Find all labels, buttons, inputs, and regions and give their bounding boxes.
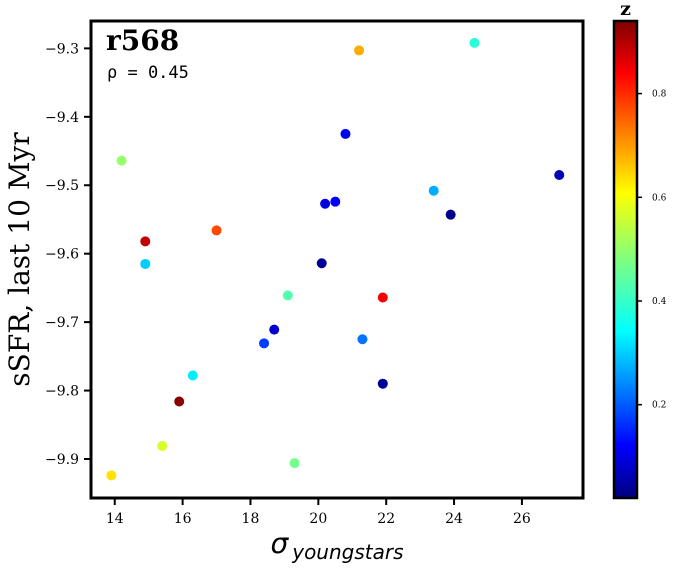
- data-point-6: [330, 196, 341, 207]
- colorbar: 0.2 0.4 0.6 0.8: [612, 19, 667, 500]
- y-tick-label: −9.9: [45, 452, 79, 468]
- data-point-2: [340, 128, 351, 139]
- colorbar-tick-label: 0.8: [652, 90, 667, 100]
- data-point-4: [554, 169, 565, 180]
- data-point-12: [316, 258, 327, 269]
- data-point-19: [377, 378, 388, 389]
- data-point-5: [428, 185, 439, 196]
- data-point-18: [187, 370, 198, 381]
- data-point-14: [377, 292, 388, 303]
- chart-title: r568: [106, 24, 179, 57]
- x-tick-label: 16: [174, 511, 192, 527]
- data-point-15: [269, 324, 280, 335]
- y-tick-label: −9.5: [45, 178, 79, 194]
- data-point-21: [157, 440, 168, 451]
- x-axis-label: σ youngstars: [270, 527, 403, 564]
- y-axis-label: sSFR, last 10 Myr: [3, 132, 36, 387]
- data-point-8: [445, 209, 456, 220]
- data-point-3: [116, 155, 127, 166]
- x-tick-label: 24: [445, 511, 463, 527]
- colorbar-frame: [612, 19, 639, 500]
- data-point-7: [320, 198, 331, 209]
- y-tick-label: −9.4: [45, 110, 79, 126]
- y-tick-label: −9.3: [45, 41, 79, 57]
- x-axis-label-symbol: σ: [270, 527, 289, 560]
- y-tick-label: −9.6: [45, 247, 79, 263]
- data-point-1: [469, 37, 480, 48]
- colorbar-label: z: [620, 0, 631, 20]
- y-axis-ticks: −9.3 −9.4 −9.5 −9.6 −9.7 −9.8 −9.9: [45, 41, 91, 468]
- data-point-22: [289, 458, 300, 469]
- plot-frame: [89, 19, 585, 500]
- data-points: [106, 37, 565, 481]
- data-point-16: [357, 334, 368, 345]
- data-point-10: [140, 236, 151, 247]
- x-axis-ticks: 14 16 18 20 22 24 26: [106, 498, 531, 527]
- data-point-11: [140, 258, 151, 269]
- data-point-0: [354, 45, 365, 56]
- x-tick-label: 18: [242, 511, 260, 527]
- data-point-17: [259, 338, 270, 349]
- colorbar-gradient: [614, 21, 637, 498]
- x-tick-label: 14: [106, 511, 124, 527]
- x-tick-label: 20: [309, 511, 327, 527]
- data-point-23: [106, 470, 117, 481]
- y-tick-label: −9.7: [45, 315, 79, 331]
- x-tick-label: 26: [513, 511, 531, 527]
- plot-area: [89, 19, 585, 500]
- x-axis-label-subscript: youngstars: [291, 540, 403, 564]
- colorbar-tick-label: 0.4: [652, 297, 667, 307]
- data-point-9: [211, 225, 222, 236]
- y-tick-label: −9.8: [45, 384, 79, 400]
- data-point-20: [174, 396, 185, 407]
- colorbar-tick-label: 0.2: [652, 401, 666, 411]
- data-point-13: [282, 290, 293, 301]
- x-tick-label: 22: [377, 511, 395, 527]
- correlation-annotation: ρ = 0.45: [107, 63, 189, 83]
- colorbar-tick-label: 0.6: [652, 193, 667, 203]
